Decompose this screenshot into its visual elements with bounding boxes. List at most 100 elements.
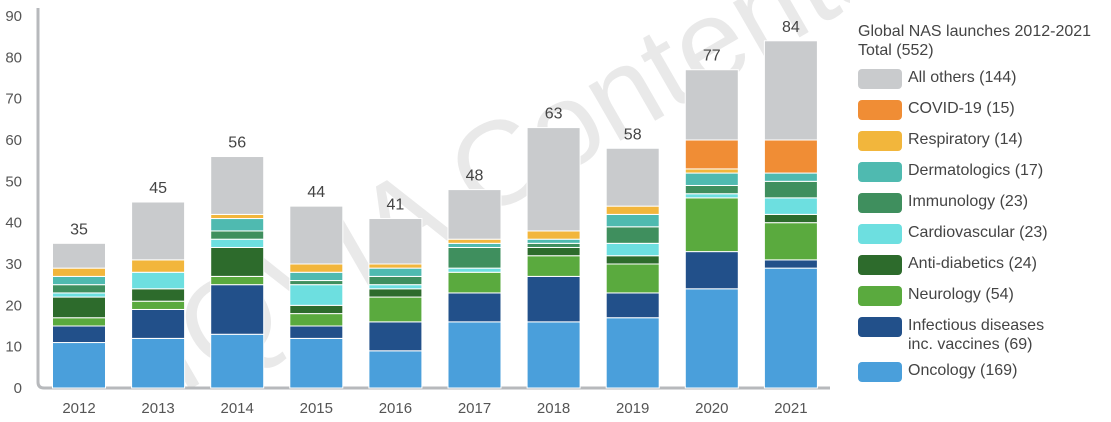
legend-item: Neurology (54) bbox=[858, 285, 1108, 306]
bar-segment bbox=[605, 226, 660, 244]
bar-segment bbox=[210, 156, 265, 215]
bar-segment bbox=[684, 184, 739, 195]
legend-swatch bbox=[858, 193, 902, 213]
x-tick-label: 2014 bbox=[221, 400, 254, 417]
x-tick-label: 2015 bbox=[300, 400, 333, 417]
bar-segment bbox=[368, 284, 423, 290]
bar-segment bbox=[52, 292, 106, 298]
bar-segment bbox=[289, 280, 344, 286]
bar-segment bbox=[131, 271, 186, 290]
bar-segment bbox=[763, 259, 818, 269]
bar-segment bbox=[526, 238, 581, 244]
legend-item: COVID-19 (15) bbox=[858, 99, 1108, 120]
y-tick-label: 50 bbox=[5, 173, 22, 190]
legend-swatch bbox=[858, 362, 902, 382]
axes: 0 10 20 30 40 50 60 70 80 90 bbox=[5, 8, 830, 397]
bar-segment bbox=[605, 213, 660, 228]
legend-label: Infectious diseases inc. vaccines (69) bbox=[908, 317, 1045, 353]
legend-swatch bbox=[858, 224, 902, 244]
bar-segment bbox=[684, 172, 739, 186]
bar-segment bbox=[368, 263, 423, 269]
total-label: 56 bbox=[228, 135, 246, 152]
bar-segment bbox=[52, 342, 106, 389]
bar-segment bbox=[526, 127, 581, 232]
bar-segment bbox=[368, 267, 423, 277]
bar-segment bbox=[131, 300, 186, 310]
legend-label: Oncology (169) bbox=[908, 362, 1018, 379]
bar-segment bbox=[131, 288, 186, 302]
bar-segment bbox=[526, 242, 581, 248]
bar-segment bbox=[447, 267, 502, 273]
legend-swatch bbox=[858, 317, 902, 337]
bar-segment bbox=[447, 321, 502, 389]
bar-segment bbox=[210, 275, 265, 286]
total-label: 84 bbox=[782, 19, 800, 36]
legend-subtitle: Total (552) bbox=[858, 42, 934, 59]
bar-segment bbox=[368, 350, 423, 389]
bar-segment bbox=[763, 213, 818, 224]
axis-line bbox=[36, 8, 830, 390]
bar-segment bbox=[210, 246, 265, 277]
legend-item: Cardiovascular (23) bbox=[858, 223, 1108, 244]
bar-segment bbox=[289, 325, 344, 339]
bar-segment bbox=[684, 69, 739, 141]
bar-segment bbox=[605, 147, 660, 207]
bar-segment bbox=[52, 317, 106, 327]
bar-segment bbox=[368, 218, 423, 265]
bar-segment bbox=[447, 189, 502, 240]
legend-swatch bbox=[858, 286, 902, 306]
legend-label: Respiratory (14) bbox=[908, 131, 1023, 148]
bar-segment bbox=[605, 205, 660, 215]
legend-label: Neurology (54) bbox=[908, 286, 1014, 303]
x-tick-label: 2020 bbox=[695, 400, 728, 417]
bar-segment bbox=[52, 267, 106, 277]
legend-label: All others (144) bbox=[908, 69, 1017, 86]
bar-segment bbox=[526, 246, 581, 257]
total-label: 63 bbox=[545, 106, 563, 123]
bar-segment bbox=[52, 325, 106, 344]
bar-segment bbox=[289, 271, 344, 282]
bar-segment bbox=[763, 197, 818, 215]
legend-swatch bbox=[858, 69, 902, 89]
legend-swatch bbox=[858, 131, 902, 151]
legend-item: Respiratory (14) bbox=[858, 130, 1108, 151]
y-tick-label: 70 bbox=[5, 91, 22, 108]
total-label: 45 bbox=[149, 180, 167, 197]
legend-item: All others (144) bbox=[858, 68, 1108, 89]
bar-segment bbox=[368, 275, 423, 286]
total-label: 58 bbox=[624, 126, 642, 143]
y-tick-label: 0 bbox=[14, 380, 22, 397]
legend-item: Anti-diabetics (24) bbox=[858, 254, 1108, 275]
legend-label: COVID-19 (15) bbox=[908, 100, 1015, 117]
bar-segment bbox=[763, 267, 818, 389]
bar-segment bbox=[605, 263, 660, 294]
bar-segment bbox=[763, 180, 818, 199]
total-label: 35 bbox=[70, 221, 88, 238]
legend-item: Infectious diseases inc. vaccines (69) bbox=[858, 316, 1108, 354]
bar-segment bbox=[210, 284, 265, 335]
bar-segment bbox=[447, 271, 502, 294]
bar-segment bbox=[210, 238, 265, 248]
bar-segment bbox=[763, 40, 818, 141]
bar-segment bbox=[684, 168, 739, 174]
bar-segment bbox=[289, 284, 344, 306]
y-tick-label: 80 bbox=[5, 49, 22, 66]
bar-segment bbox=[447, 242, 502, 248]
legend-item: Immunology (23) bbox=[858, 192, 1108, 213]
bar-segment bbox=[289, 337, 344, 389]
legend-label: Anti-diabetics (24) bbox=[908, 255, 1037, 272]
bar-segment bbox=[447, 246, 502, 269]
x-tick-label: 2016 bbox=[379, 400, 412, 417]
legend-title: Global NAS launches 2012-2021 bbox=[858, 23, 1092, 40]
y-tick-label: 40 bbox=[5, 215, 22, 232]
bar-segment bbox=[52, 284, 106, 294]
bar-segment bbox=[684, 139, 739, 170]
bar-segment bbox=[52, 296, 106, 319]
labels: 35 2012 45 2013 56 2014 44 2015 41 2016 48 2017 63 20… bbox=[62, 19, 807, 417]
bar-segment bbox=[210, 333, 265, 389]
bar-segment bbox=[684, 193, 739, 199]
bar-segment bbox=[447, 238, 502, 244]
bar-segment bbox=[289, 205, 344, 265]
bar-segment bbox=[131, 308, 186, 339]
x-tick-label: 2017 bbox=[458, 400, 491, 417]
